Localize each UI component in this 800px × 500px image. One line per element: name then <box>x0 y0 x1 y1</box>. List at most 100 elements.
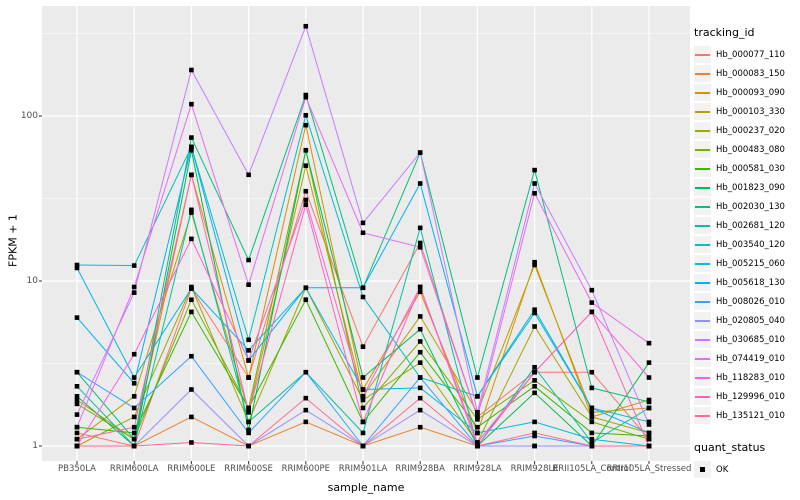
legend-item-label: Hb_005215_060 <box>716 258 785 269</box>
data-point <box>246 257 251 263</box>
data-point <box>646 360 652 365</box>
line-swatch-icon <box>694 179 711 196</box>
data-point <box>131 443 137 449</box>
data-point <box>532 419 537 425</box>
data-point <box>189 440 194 445</box>
legend-item-label: Hb_074419_010 <box>716 353 785 364</box>
data-point <box>589 419 595 425</box>
line-swatch-icon <box>694 255 711 272</box>
data-point <box>532 324 537 329</box>
data-point <box>74 430 80 436</box>
legend-item-label: Hb_002030_130 <box>716 201 785 212</box>
data-point <box>589 405 595 411</box>
data-point <box>74 424 80 430</box>
data-point <box>189 414 194 420</box>
data-point <box>189 236 194 242</box>
data-point <box>646 422 652 427</box>
data-point <box>646 443 652 449</box>
data-point <box>189 286 194 291</box>
data-point <box>246 410 251 415</box>
data-point <box>131 436 137 442</box>
data-point <box>646 399 652 405</box>
data-point <box>74 397 80 403</box>
legend-title-quant-status: quant_status <box>694 441 766 454</box>
line-swatch-icon <box>694 198 711 215</box>
data-point <box>417 339 423 344</box>
data-point <box>303 285 309 291</box>
data-point <box>532 167 537 173</box>
data-point <box>417 314 423 319</box>
line-swatch-icon <box>694 388 711 405</box>
data-point <box>646 340 652 346</box>
data-point <box>360 405 366 411</box>
data-point <box>303 407 309 413</box>
line-swatch-icon <box>694 369 711 386</box>
data-point <box>189 67 194 73</box>
data-point <box>74 443 80 449</box>
legend-item-label: OK <box>716 464 729 475</box>
legend-item-Hb_005618_130: Hb_005618_130 <box>694 273 798 292</box>
data-point <box>131 380 137 386</box>
legend-item-Hb_020805_040: Hb_020805_040 <box>694 311 798 330</box>
data-point <box>417 245 423 250</box>
data-point <box>475 410 480 415</box>
data-point <box>74 394 80 399</box>
data-point <box>589 436 595 442</box>
data-point <box>246 430 251 436</box>
legend-item-Hb_074419_010: Hb_074419_010 <box>694 349 798 368</box>
data-point <box>532 443 537 449</box>
legend-item-label: Hb_002681_120 <box>716 220 785 231</box>
data-point <box>189 147 194 153</box>
data-point <box>589 309 595 315</box>
y-tick-label: 1 <box>32 440 38 451</box>
data-point <box>360 344 366 349</box>
legend-item-label: Hb_000103_330 <box>716 106 785 117</box>
data-point <box>417 360 423 365</box>
data-point <box>360 387 366 392</box>
data-point <box>646 405 652 411</box>
data-point <box>589 410 595 415</box>
data-point <box>74 384 80 389</box>
legend-item-label: Hb_020805_040 <box>716 315 785 326</box>
x-tick-label: PB350LA <box>58 464 96 474</box>
data-point <box>189 172 194 178</box>
data-point <box>646 430 652 436</box>
data-point <box>74 436 80 442</box>
data-point <box>417 150 423 155</box>
data-point <box>74 401 80 407</box>
data-point <box>360 419 366 425</box>
data-point <box>360 397 366 403</box>
data-point <box>532 430 537 436</box>
data-point <box>475 414 480 420</box>
data-point <box>475 424 480 430</box>
line-swatch-icon <box>694 236 711 253</box>
x-tick-label: RRIM600LE <box>167 464 216 474</box>
data-point <box>131 375 137 380</box>
legend-title-tracking-id: tracking_id <box>694 26 755 39</box>
data-point <box>417 284 423 290</box>
data-point <box>532 433 537 439</box>
data-point <box>532 369 537 375</box>
data-point <box>246 419 251 425</box>
legend-item-Hb_030685_010: Hb_030685_010 <box>694 330 798 349</box>
line-swatch-icon <box>694 84 711 101</box>
data-point <box>246 337 251 343</box>
data-point <box>532 259 537 265</box>
data-point <box>475 440 480 445</box>
data-point <box>303 369 309 375</box>
y-axis-title: FPKM + 1 <box>6 214 20 267</box>
legend-item-label: Hb_001823_090 <box>716 182 785 193</box>
legend-item-Hb_008026_010: Hb_008026_010 <box>694 292 798 311</box>
data-point <box>589 300 595 305</box>
data-point <box>246 172 251 178</box>
data-point <box>360 443 366 449</box>
legend-item-Hb_000581_030: Hb_000581_030 <box>694 159 798 178</box>
data-point <box>189 101 194 107</box>
data-point <box>532 262 537 268</box>
data-point <box>74 262 80 268</box>
legend-item-label: Hb_000077_110 <box>716 49 785 60</box>
x-tick-label: RRIM600PE <box>281 464 330 474</box>
data-point <box>532 384 537 389</box>
data-point <box>589 443 595 449</box>
